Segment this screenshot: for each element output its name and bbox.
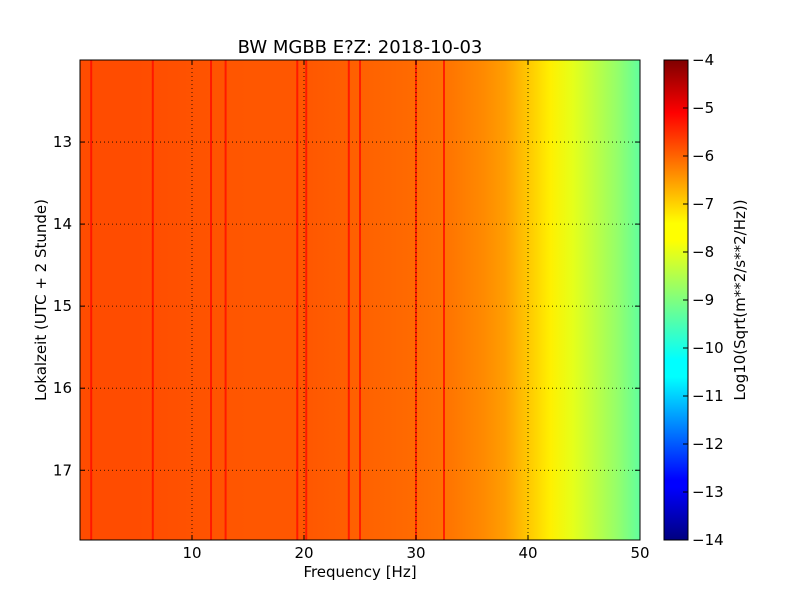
y-tick-label: 16 xyxy=(53,379,72,397)
colorbar-tick-label: −10 xyxy=(692,339,724,357)
x-axis-label: Frequency [Hz] xyxy=(303,563,416,581)
colorbar-tick-label: −6 xyxy=(692,147,714,165)
x-tick-label: 50 xyxy=(630,544,649,562)
plot-area: 10 20 30 40 50 13 14 15 16 17 xyxy=(53,59,650,562)
chart-title: BW MGBB E?Z: 2018-10-03 xyxy=(238,37,483,58)
colorbar-tick-label: −11 xyxy=(692,387,724,405)
y-tick-label: 15 xyxy=(53,297,72,315)
grid-lines xyxy=(80,60,640,540)
x-tick-label: 30 xyxy=(406,544,425,562)
y-tick-label: 17 xyxy=(53,461,72,479)
y-tick-label: 13 xyxy=(53,133,72,151)
x-axis-ticks: 10 20 30 40 50 xyxy=(182,60,650,562)
colorbar-ticks: −4 −5 −6 −7 −8 −9 −10 −11 −12 −13 −14 xyxy=(683,51,724,549)
colorbar-tick-label: −7 xyxy=(692,195,714,213)
colorbar-tick-label: −8 xyxy=(692,243,714,261)
y-axis-ticks: 13 14 15 16 17 xyxy=(53,133,640,479)
x-tick-label: 40 xyxy=(518,544,537,562)
colorbar-tick-label: −4 xyxy=(692,51,714,69)
x-tick-label: 10 xyxy=(182,544,201,562)
colorbar-tick-label: −12 xyxy=(692,435,724,453)
colorbar-tick-label: −13 xyxy=(692,483,724,501)
colorbar-label: Log10(Sqrt(m**2/s**2/Hz)) xyxy=(731,199,749,400)
colorbar-tick-label: −5 xyxy=(692,99,714,117)
x-tick-label: 20 xyxy=(294,544,313,562)
colorbar-tick-label: −9 xyxy=(692,291,714,309)
y-tick-label: 14 xyxy=(53,215,72,233)
colorbar: −4 −5 −6 −7 −8 −9 −10 −11 −12 −13 −14 Log10(Sqrt(m… xyxy=(663,51,749,549)
y-axis-label: Lokalzeit (UTC + 2 Stunde) xyxy=(32,199,50,401)
colorbar-tick-label: −14 xyxy=(692,531,724,549)
plot-frame xyxy=(79,59,641,541)
